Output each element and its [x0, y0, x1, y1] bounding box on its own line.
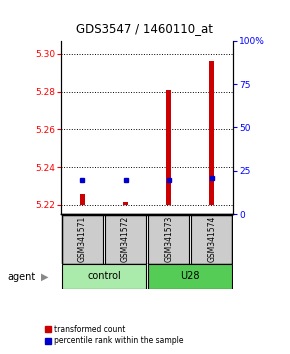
Text: GSM341571: GSM341571 [78, 216, 87, 262]
Text: agent: agent [7, 272, 35, 282]
Bar [123, 202, 128, 205]
Text: GSM341574: GSM341574 [207, 216, 216, 263]
Text: ▶: ▶ [41, 272, 49, 282]
Text: U28: U28 [181, 272, 200, 281]
Text: control: control [87, 272, 121, 281]
Text: GDS3547 / 1460110_at: GDS3547 / 1460110_at [77, 23, 213, 35]
Bar [80, 194, 85, 205]
Bar [105, 215, 146, 264]
Bar [166, 90, 171, 205]
Bar [62, 215, 103, 264]
Bar [148, 215, 189, 264]
Bar [62, 264, 146, 289]
Bar [148, 264, 232, 289]
Text: GSM341572: GSM341572 [121, 216, 130, 262]
Text: GSM341573: GSM341573 [164, 216, 173, 263]
Bar [209, 62, 215, 205]
Legend: transformed count, percentile rank within the sample: transformed count, percentile rank withi… [41, 322, 186, 348]
Bar [191, 215, 232, 264]
